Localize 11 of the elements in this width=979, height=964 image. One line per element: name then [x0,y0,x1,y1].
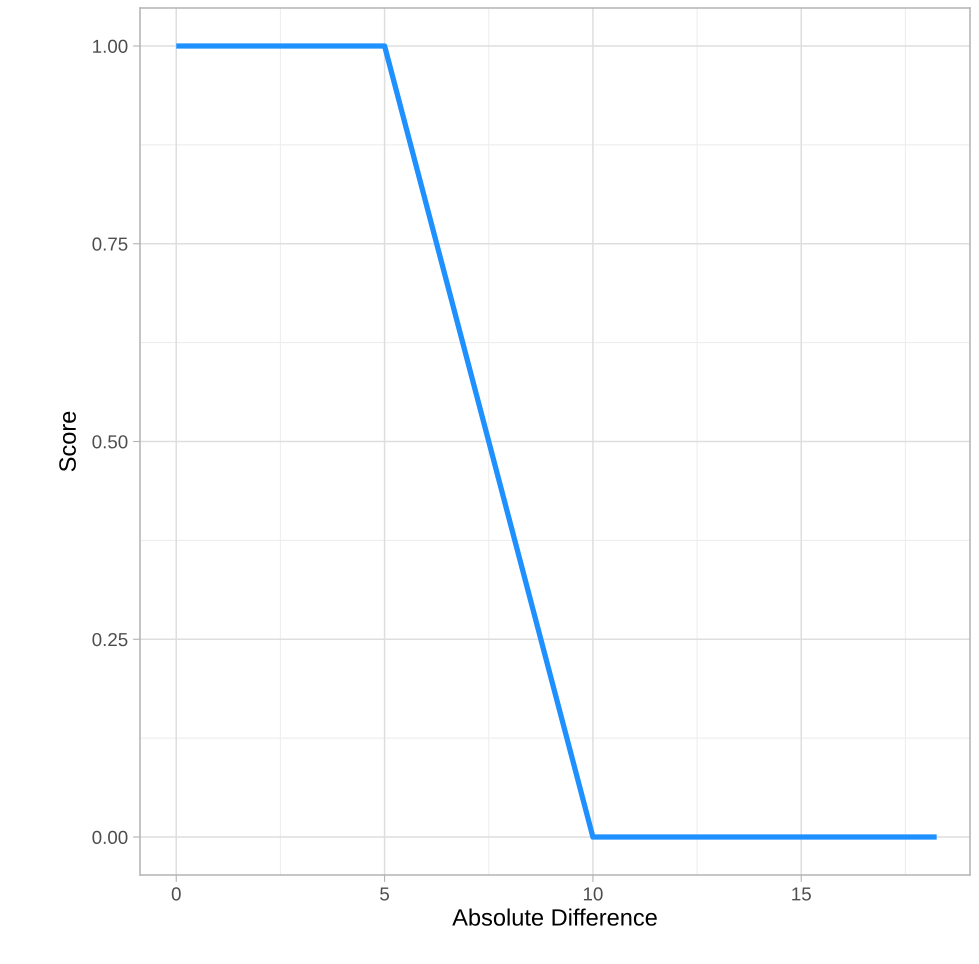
y-tick-label: 0.00 [92,830,128,844]
x-tick-label: 15 [792,887,811,901]
y-tick-label: 0.25 [92,632,128,646]
y-axis-title: Score [59,412,76,472]
x-tick-label: 0 [172,887,181,901]
x-axis-title: Absolute Difference [452,908,657,926]
y-tick-label: 1.00 [93,40,128,53]
x-tick-label: 10 [584,887,603,901]
x-tick-label: 5 [380,887,390,901]
y-tick-label: 0.75 [92,237,128,251]
y-tick-label: 0.50 [92,435,128,448]
